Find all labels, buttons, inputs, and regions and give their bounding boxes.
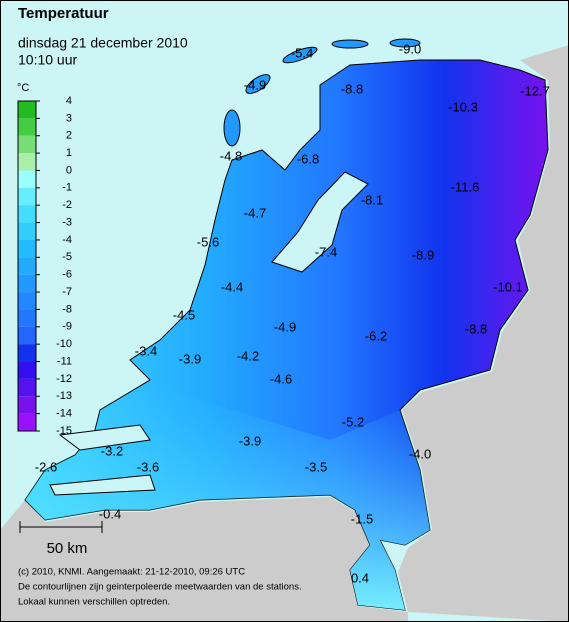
legend: 4 3 2 1 0 -1 -2 -3 -4 -5 -6 -7 -8 -9 -10 -11 -12 -13 -14 -1… [17, 95, 72, 437]
station-reading: -3.5 [305, 459, 327, 474]
station-reading: -4.0 [409, 446, 431, 461]
legend-swatch [18, 274, 36, 293]
legend-label: -9 [62, 321, 72, 333]
legend-label: -15 [56, 425, 72, 437]
legend-swatch [18, 396, 36, 414]
station-reading: -8.9 [412, 247, 434, 262]
station-reading: -0.4 [99, 506, 121, 521]
legend-swatch [18, 292, 36, 310]
station-reading: -6.2 [365, 328, 387, 343]
legend-label: 2 [66, 130, 72, 142]
legend-unit: °C [17, 82, 29, 94]
legend-label: -5 [62, 251, 72, 263]
legend-label: -3 [62, 216, 72, 228]
legend-label: 4 [66, 95, 72, 107]
legend-label: -11 [57, 355, 72, 367]
station-reading: -4.5 [173, 307, 195, 322]
legend-swatch [18, 170, 36, 188]
wadden-islands [223, 38, 421, 147]
station-reading: -4.2 [237, 348, 259, 363]
footer-line: Lokaal kunnen verschillen optreden. [18, 597, 170, 608]
station-reading: -4.6 [270, 371, 292, 386]
legend-swatch [18, 101, 36, 119]
station-reading: -11.6 [451, 179, 480, 194]
station-reading: -3.2 [101, 443, 123, 458]
station-reading: -1.5 [351, 511, 373, 526]
oosterschelde [58, 424, 151, 451]
station-reading: -8.8 [341, 81, 363, 96]
scale-bar: 50 km [19, 521, 103, 557]
legend-label: -13 [56, 390, 72, 402]
island [245, 74, 271, 94]
island [282, 46, 318, 64]
station-reading: -3.4 [135, 343, 157, 358]
ijsselmeer [271, 171, 369, 273]
station-reading: -5.2 [342, 414, 364, 429]
station-reading: -5.4 [291, 45, 313, 60]
island [331, 39, 369, 49]
legend-swatch [18, 187, 36, 206]
legend-label: -6 [62, 269, 72, 281]
station-reading: -4.4 [221, 279, 243, 294]
station-reading: -5.6 [197, 234, 219, 249]
station-reading: -3.9 [179, 351, 201, 366]
legend-label: -1 [62, 182, 72, 194]
station-reading: -2.6 [35, 459, 57, 474]
station-reading: -8.8 [465, 321, 487, 336]
station-reading: -12.7 [520, 83, 550, 98]
legend-swatch [18, 378, 36, 397]
station-reading: -4.8 [220, 148, 242, 163]
legend-swatch [18, 344, 36, 362]
westerschelde [49, 474, 156, 496]
time: 10:10 uur [18, 52, 77, 68]
legend-swatch [18, 153, 36, 171]
scale-label: 50 km [47, 540, 88, 557]
legend-swatch [18, 239, 36, 258]
station-reading: -3.6 [137, 459, 159, 474]
legend-label: 1 [66, 147, 72, 159]
footer-line: (c) 2010, KNMI. Aangemaakt: 21-12-2010, … [18, 567, 245, 578]
stations: -5.4 -9.0 -4.9 -8.8 -10.3 -12.7 -4.8 -6.8 -8.1 -1… [35, 41, 550, 585]
legend-swatch [18, 413, 36, 431]
legend-swatch [18, 326, 36, 345]
island [389, 38, 421, 48]
legend-swatch [18, 205, 36, 223]
station-reading: -4.9 [274, 319, 296, 334]
legend-swatch [18, 222, 36, 240]
legend-swatch [18, 361, 36, 379]
legend-label: -12 [56, 373, 72, 385]
date: dinsdag 21 december 2010 [18, 35, 188, 51]
station-reading: 0.4 [351, 570, 369, 585]
station-reading: -7.4 [315, 244, 337, 259]
legend-swatch [18, 257, 36, 275]
legend-frame [17, 100, 37, 432]
legend-label: -10 [56, 338, 72, 350]
station-reading: -8.1 [361, 192, 383, 207]
legend-swatch [18, 118, 36, 136]
station-reading: -9.0 [399, 41, 421, 56]
footer-line: De contourlijnen zijn geinterpoleerde me… [18, 582, 302, 593]
legend-swatch [18, 135, 36, 154]
station-reading: -4.7 [244, 205, 266, 220]
germany [398, 45, 569, 622]
legend-label: 0 [66, 164, 72, 176]
station-reading: -10.1 [493, 279, 523, 294]
station-reading: -3.9 [239, 433, 261, 448]
legend-label: -8 [62, 303, 72, 315]
legend-swatch [18, 309, 36, 327]
station-reading: -6.8 [297, 151, 319, 166]
station-reading: -4.9 [244, 77, 266, 92]
legend-label: -2 [62, 199, 72, 211]
station-reading: -10.3 [448, 99, 478, 114]
legend-label: 3 [66, 112, 72, 124]
legend-label: -7 [62, 286, 72, 298]
legend-label: -4 [62, 234, 72, 246]
island [223, 109, 241, 147]
legend-label: -14 [56, 408, 72, 420]
title: Temperatuur [18, 5, 109, 22]
